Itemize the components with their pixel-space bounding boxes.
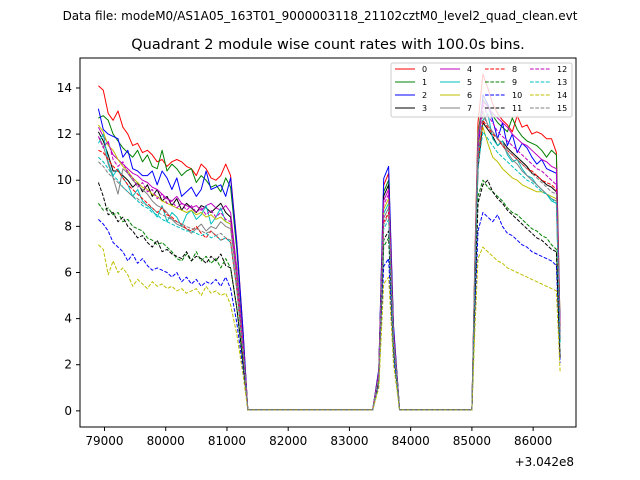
- x-tick-label: 79000: [85, 434, 123, 448]
- legend-label-11: 11: [512, 104, 522, 113]
- x-tick-label: 83000: [330, 434, 368, 448]
- legend-label-12: 12: [557, 65, 567, 74]
- series-line-13: [98, 131, 561, 411]
- x-offset-label: +3.042e8: [515, 455, 574, 469]
- x-tick-label: 81000: [208, 434, 246, 448]
- series-line-12: [97, 103, 561, 411]
- y-tick-label: 0: [64, 404, 72, 418]
- legend-label-0: 0: [422, 65, 427, 74]
- legend-label-9: 9: [512, 78, 517, 87]
- legend-label-14: 14: [557, 91, 567, 100]
- y-tick-label: 4: [64, 312, 72, 326]
- x-axis: 79000 80000 81000 82000 83000 84000 85000 86000: [85, 427, 552, 448]
- series-line-6: [97, 124, 561, 411]
- legend-label-8: 8: [512, 65, 517, 74]
- legend-label-1: 1: [422, 78, 427, 87]
- x-tick-label: 82000: [269, 434, 307, 448]
- y-tick-label: 6: [64, 265, 72, 279]
- series-line-5: [97, 112, 561, 411]
- x-tick-label: 86000: [514, 434, 552, 448]
- x-tick-label: 80000: [147, 434, 185, 448]
- axes-frame: [79, 57, 577, 428]
- series-line-0: [98, 73, 561, 411]
- y-tick-label: 14: [57, 81, 72, 95]
- y-axis: 0 2 4 6 8 10 12 14: [57, 81, 80, 418]
- legend-frame: [390, 62, 573, 118]
- chart-title: Quadrant 2 module wise count rates with …: [131, 37, 525, 53]
- legend-label-6: 6: [467, 91, 472, 100]
- series-line-10: [98, 212, 561, 411]
- y-tick-label: 10: [57, 173, 72, 187]
- legend-label-15: 15: [557, 104, 567, 113]
- suptitle: Data file: modeM0/AS1A05_163T01_90000031…: [63, 9, 578, 23]
- legend-label-2: 2: [422, 91, 427, 100]
- legend-label-7: 7: [467, 104, 472, 113]
- series-line-7: [97, 110, 561, 411]
- series-line-14: [98, 244, 561, 411]
- y-tick-label: 12: [57, 127, 72, 141]
- x-tick-label: 85000: [453, 434, 491, 448]
- y-tick-label: 2: [64, 358, 72, 372]
- legend-label-4: 4: [467, 65, 472, 74]
- plot-lines: [97, 73, 561, 411]
- series-line-15: [98, 115, 561, 411]
- legend-label-10: 10: [512, 91, 522, 100]
- series-line-8: [98, 119, 561, 411]
- series-line-4: [97, 101, 561, 411]
- x-tick-label: 84000: [392, 434, 430, 448]
- legend-label-13: 13: [557, 78, 567, 87]
- y-tick-label: 8: [64, 219, 72, 233]
- legend-label-3: 3: [422, 104, 427, 113]
- legend-label-5: 5: [467, 78, 472, 87]
